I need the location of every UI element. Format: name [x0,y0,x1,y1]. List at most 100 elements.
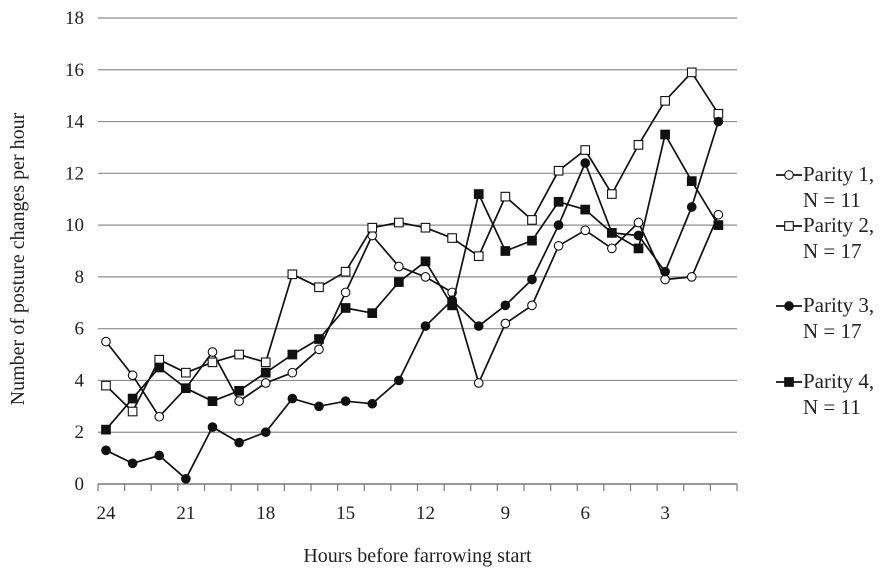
series-3-point [260,427,271,438]
series-1-point [340,287,351,298]
series-4-point [580,204,591,215]
series-2-point [553,165,564,176]
series-1 [101,209,724,422]
series-lines [101,67,724,484]
y-tick-label: 16 [65,60,84,81]
series-1-point [420,272,431,282]
series-4-point [127,393,138,404]
series-4-point [234,385,244,396]
legend-label-line2: N = 11 [803,188,861,212]
x-tick-label: 21 [176,503,195,524]
y-tick-label: 8 [75,267,85,288]
legend-label-line1: Parity 3, [803,293,874,317]
legend-marker [784,170,794,180]
series-2-point [127,406,138,417]
legend-label-line2: N = 17 [803,319,862,343]
legend-label-line2: N = 17 [803,239,862,263]
series-2-point [394,217,404,228]
legend-marker [784,301,794,311]
series-4-point [394,277,404,287]
series-4-line [105,133,720,431]
series-1-point [127,370,138,381]
series-1-point [500,318,511,329]
series-2-point [101,380,111,391]
series-3-point [660,266,670,277]
series-2-point [660,95,670,106]
series-1-point [260,378,271,388]
y-tick-label: 18 [65,8,84,29]
y-axis-title: Number of posture changes per hour [7,112,29,405]
x-tick-label: 18 [256,503,275,524]
legend-entry-2: Parity 2,N = 17 [776,213,874,263]
series-3-point [207,422,218,432]
series-3-point [154,450,165,461]
x-tick-label: 24 [96,503,116,524]
y-tick-label: 10 [65,215,84,236]
series-2-point [207,357,218,368]
series-2-point [686,67,697,78]
series-2-point [181,367,191,378]
series-3-point [367,398,378,409]
series-4-point [367,308,378,318]
series-1-point [154,411,165,422]
legend-entry-4: Parity 4,N = 11 [776,369,874,419]
series-1-point [473,378,484,388]
series-2-point [580,145,591,155]
series-3-point [234,437,244,448]
legend-marker [784,221,794,231]
series-3-point [314,401,324,412]
legend-label-line2: N = 11 [803,395,861,419]
series-3-point [473,321,484,331]
gridlines [98,17,737,433]
series-4-point [713,220,724,230]
series-4-point [420,256,431,267]
series-4-point [181,383,191,394]
x-tick-label: 6 [580,503,590,524]
series-3-point [101,445,111,456]
series-3-point [553,220,564,230]
series-1-line [105,214,720,418]
series-3-point [686,202,697,212]
series-3-point [287,393,298,404]
series-2-point [473,251,484,262]
series-1-point [207,347,218,357]
series-4-point [527,235,537,246]
series-4-point [553,196,564,207]
series-3 [101,116,724,484]
x-tick-label: 15 [336,503,355,524]
series-4-point [287,349,298,360]
series-4-point [314,334,324,344]
series-2-point [287,269,298,280]
series-2-point [447,233,457,243]
y-tick-label: 14 [65,112,85,133]
y-tick-label: 0 [75,474,85,495]
legend-label-line1: Parity 2, [803,213,874,237]
series-4-point [686,176,697,186]
series-2-point [260,357,271,368]
y-tick-label: 4 [75,370,85,391]
legend-entry-1: Parity 1,N = 11 [776,162,874,212]
legend-entry-3: Parity 3,N = 17 [776,293,874,343]
series-1-point [633,217,644,228]
series-1-point [553,240,564,251]
x-axis-title: Hours before farrowing start [303,545,532,567]
series-2-point [633,140,644,150]
series-2-point [527,215,537,225]
series-3-point [340,396,351,407]
series-2-point [607,189,617,199]
series-1-point [314,344,324,355]
y-tick-label: 6 [75,319,85,340]
series-4-point [607,228,617,238]
series-1-point [686,272,697,282]
series-2-point [340,266,351,277]
y-tick-label: 12 [65,163,84,184]
series-1-point [580,225,591,236]
x-tick-label: 9 [501,503,511,524]
series-3-point [394,375,404,386]
series-3-point [527,274,537,285]
y-tick-label: 2 [75,422,85,443]
series-2-point [367,222,378,233]
series-1-point [607,243,617,254]
legend-marker [784,377,794,387]
series-1-point [287,367,298,378]
